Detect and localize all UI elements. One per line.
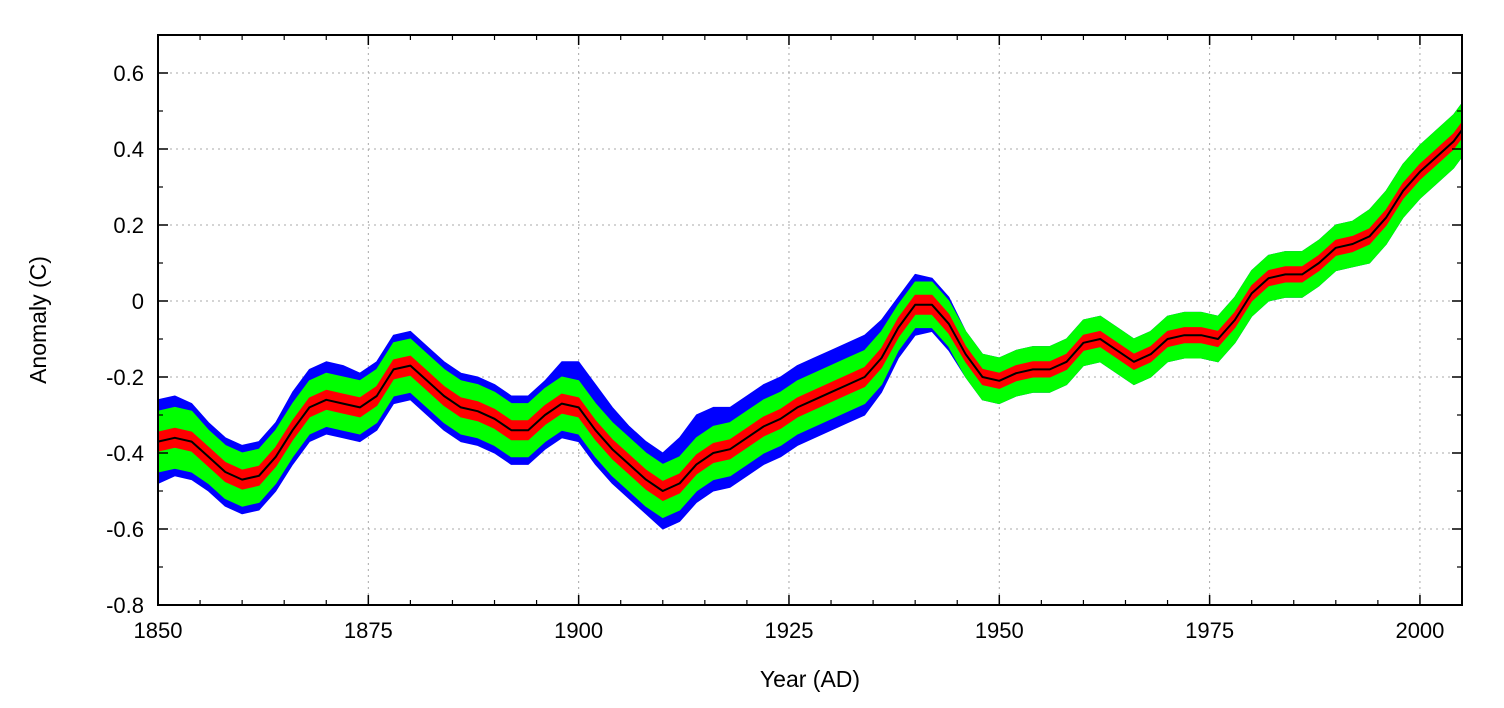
y-tick-label: -0.4 (106, 441, 144, 466)
x-tick-label: 1850 (134, 618, 183, 643)
x-tick-label: 1975 (1185, 618, 1234, 643)
y-tick-label: 0.2 (113, 213, 144, 238)
x-tick-label: 1900 (554, 618, 603, 643)
y-tick-label: -0.8 (106, 593, 144, 618)
x-tick-label: 2000 (1395, 618, 1444, 643)
plot-frame (157, 34, 1463, 606)
y-tick-label: -0.6 (106, 517, 144, 542)
y-tick-labels: -0.8 -0.6 -0.4 -0.2 0 0.2 0.4 0.6 (106, 61, 144, 618)
y-axis-title: Anomaly (C) (25, 256, 51, 384)
x-tick-labels: 1850 1875 1900 1925 1950 1975 2000 (134, 618, 1445, 643)
uncertainty-bands (157, 102, 1463, 530)
y-tick-label: 0.4 (113, 137, 144, 162)
axis-ticks (157, 35, 1462, 606)
x-tick-label: 1950 (975, 618, 1024, 643)
y-tick-label: 0 (132, 289, 144, 314)
outer-uncertainty-band (157, 102, 1463, 530)
y-tick-label: -0.2 (106, 365, 144, 390)
x-axis-title: Year (AD) (760, 666, 860, 692)
inner-uncertainty-band (157, 121, 1463, 501)
x-tick-label: 1875 (344, 618, 393, 643)
x-tick-label: 1925 (764, 618, 813, 643)
y-tick-label: 0.6 (113, 61, 144, 86)
grid (158, 35, 1462, 605)
anomaly-line (157, 129, 1463, 492)
middle-uncertainty-band (157, 102, 1463, 519)
anomaly-series (157, 129, 1463, 492)
